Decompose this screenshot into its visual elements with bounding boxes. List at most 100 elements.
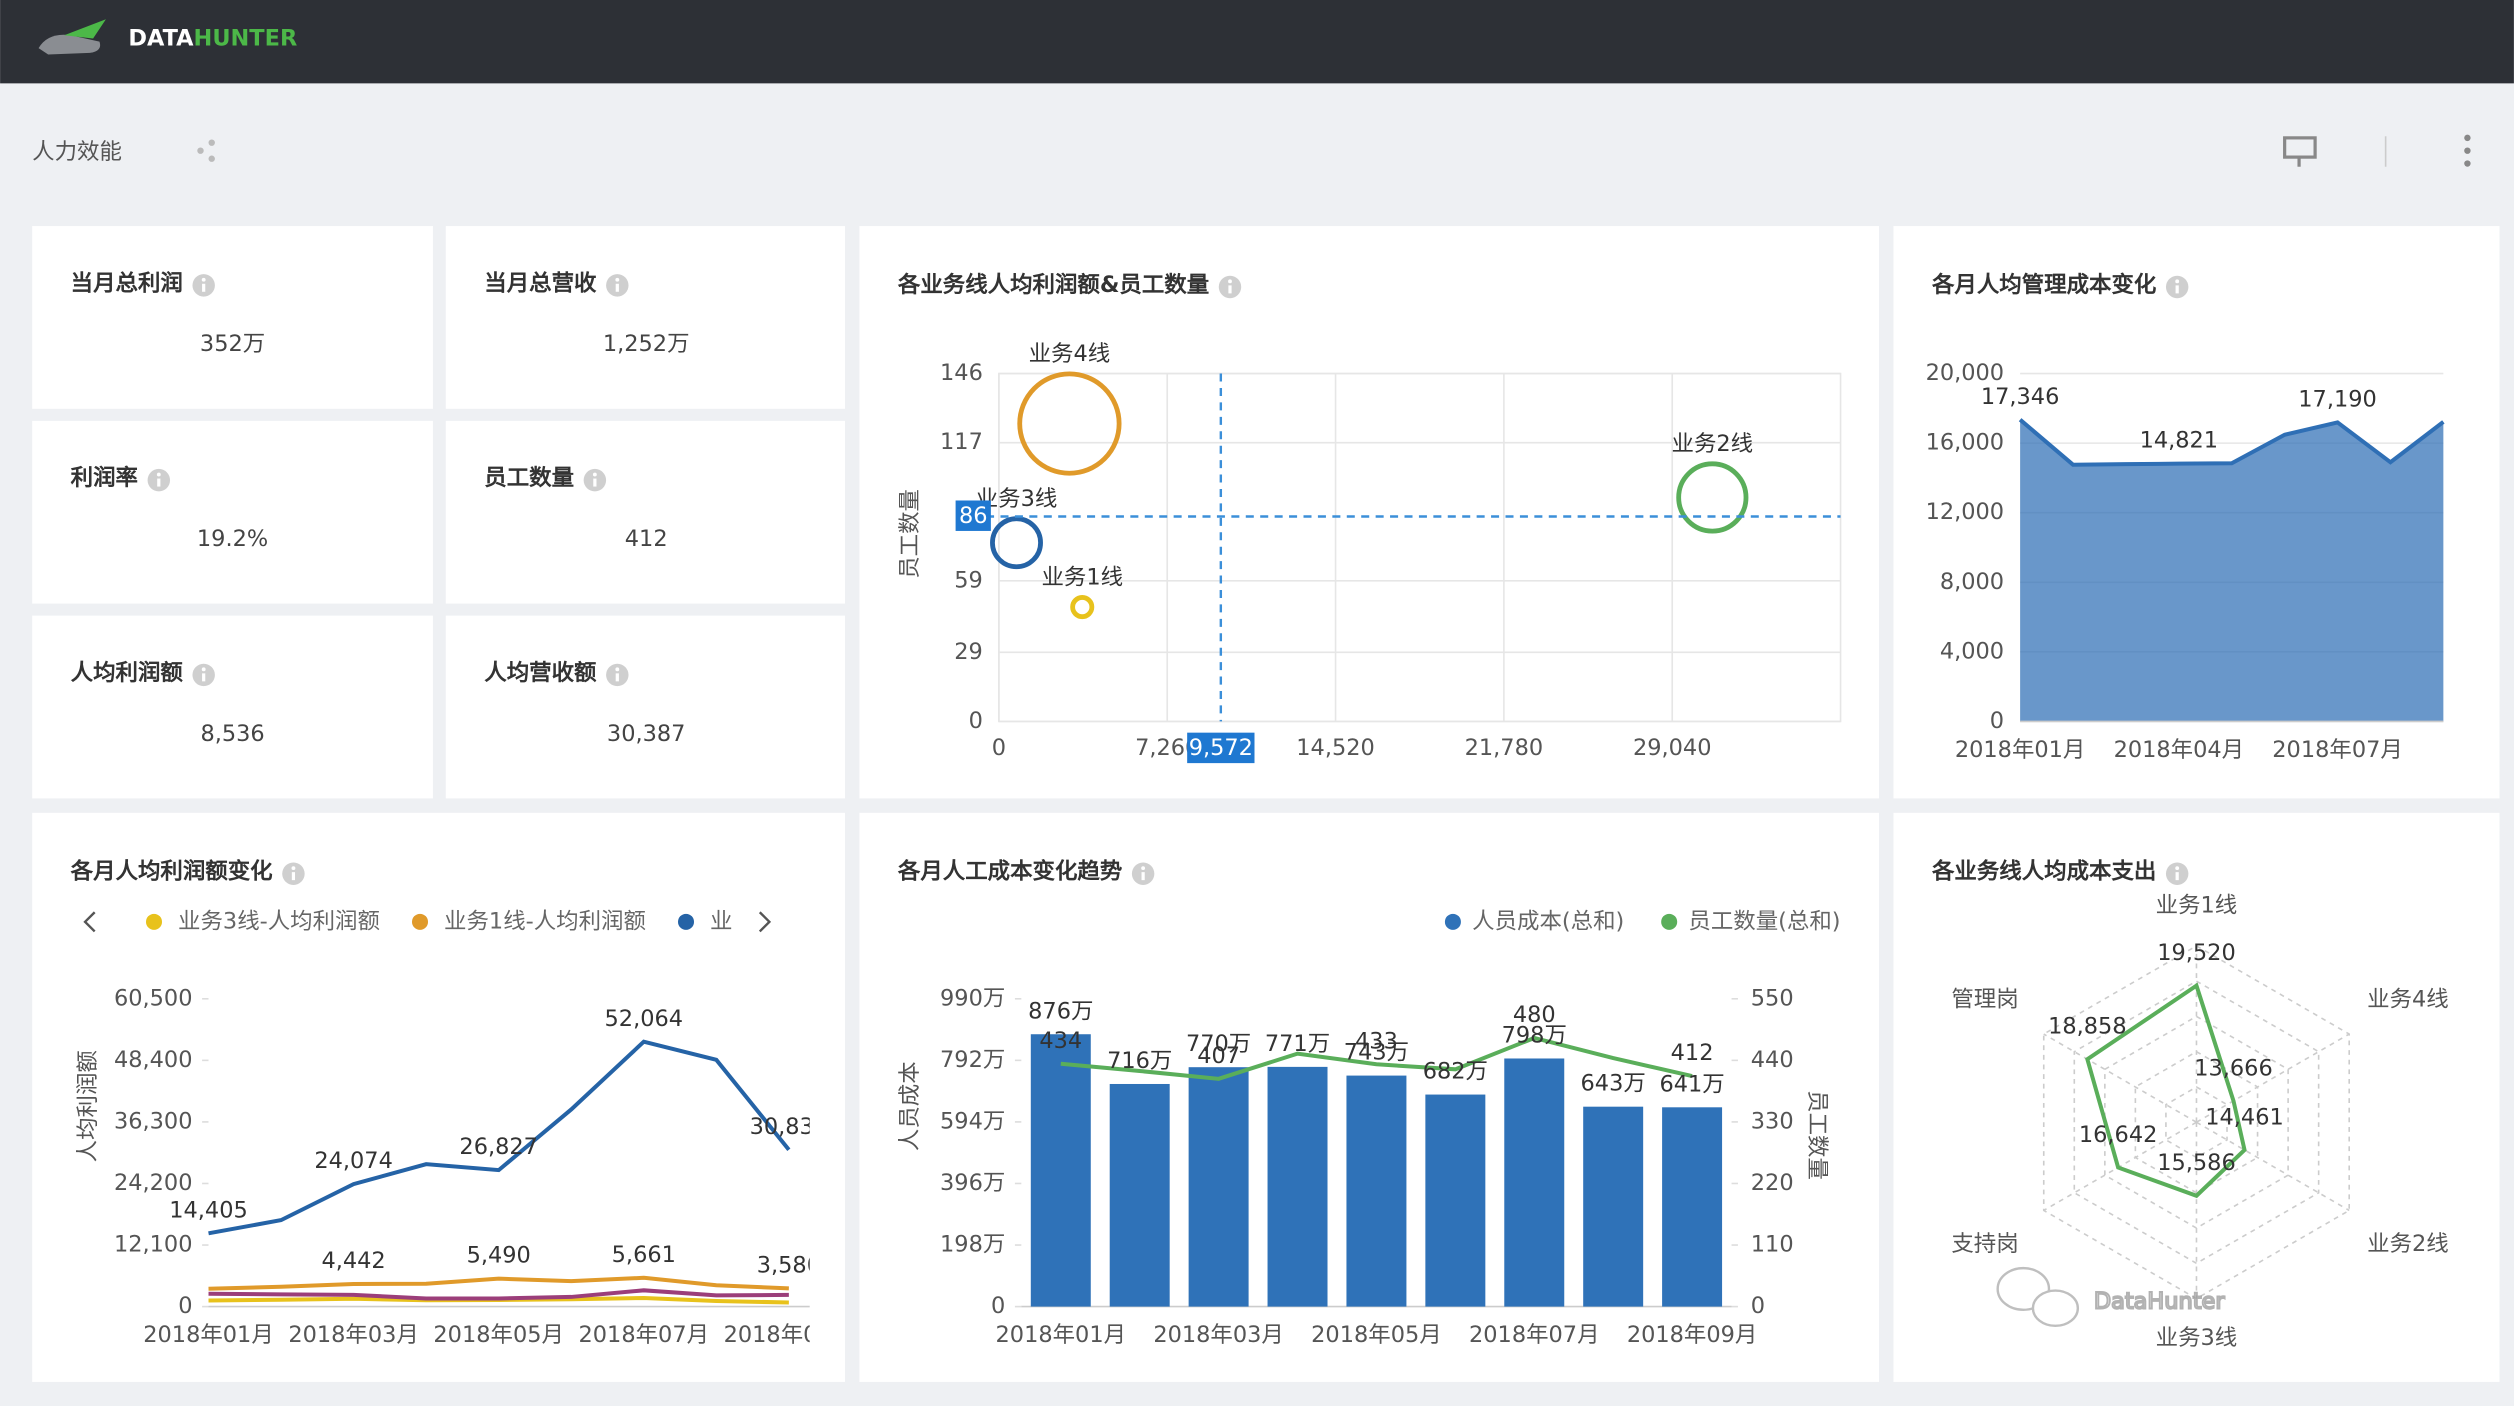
data-label: 5,661 bbox=[612, 1242, 676, 1268]
info-icon-dot bbox=[1228, 279, 1232, 284]
bubble bbox=[1070, 595, 1095, 620]
bar bbox=[1109, 1083, 1170, 1307]
bar bbox=[1425, 1094, 1486, 1307]
logo-hunter[interactable]: HUNTER bbox=[194, 25, 298, 51]
radar-axis-label: 业务3线 bbox=[2156, 1325, 2238, 1351]
y-tick-label: 198万 bbox=[940, 1232, 1005, 1258]
present-icon[interactable] bbox=[2283, 136, 2317, 167]
data-label: 434 bbox=[1039, 1028, 1082, 1054]
info-icon-dot bbox=[156, 472, 161, 477]
card bbox=[32, 226, 433, 409]
data-label: 641万 bbox=[1659, 1071, 1724, 1097]
info-icon-stem bbox=[2175, 872, 2179, 881]
x-tick-label: 0 bbox=[992, 735, 1006, 761]
y-tick-label: 59 bbox=[954, 567, 983, 593]
card-title: 各业务线人均利润额&员工数量 bbox=[897, 271, 1209, 298]
kpi-value: 352万 bbox=[200, 331, 265, 357]
data-label: 798万 bbox=[1502, 1023, 1567, 1049]
y-tick-label: 594万 bbox=[940, 1108, 1005, 1134]
card bbox=[445, 226, 845, 409]
bubble bbox=[1676, 461, 1749, 534]
more-dot[interactable] bbox=[2464, 160, 2471, 167]
info-icon-dot bbox=[1141, 866, 1146, 871]
info-icon bbox=[606, 663, 629, 687]
legend-label: 人员成本(总和) bbox=[1472, 908, 1624, 934]
data-label: 18,858 bbox=[2048, 1014, 2127, 1040]
radar-spoke bbox=[2196, 1121, 2350, 1212]
bar bbox=[1188, 1067, 1249, 1307]
legend-prev[interactable] bbox=[83, 911, 96, 933]
card-title: 当月总营收 bbox=[484, 269, 597, 296]
series-line bbox=[1060, 1035, 1693, 1081]
info-icon bbox=[606, 274, 629, 297]
card-title: 员工数量 bbox=[484, 465, 574, 491]
mark-label-box bbox=[955, 500, 991, 531]
data-label: 16,642 bbox=[2079, 1122, 2158, 1148]
data-label: 3,580 bbox=[757, 1252, 821, 1278]
y-tick-label: 146 bbox=[940, 360, 983, 386]
data-label: 14,405 bbox=[169, 1197, 248, 1223]
info-icon-stem bbox=[202, 673, 206, 682]
logo-icon bbox=[38, 19, 106, 55]
y-tick-label: 0 bbox=[1990, 708, 2004, 734]
card-title: 当月总利润 bbox=[71, 269, 183, 296]
axis-title: 人均利润额 bbox=[75, 1050, 101, 1162]
mark-label: 9,572 bbox=[1189, 735, 1253, 761]
y-tick-label: 0 bbox=[991, 1293, 1005, 1319]
y2-tick-label: 220 bbox=[1751, 1170, 1794, 1196]
data-label: 5,490 bbox=[467, 1243, 531, 1269]
logo-text[interactable]: DATAHUNTER bbox=[128, 25, 297, 51]
page-title: 人力效能 bbox=[32, 139, 122, 165]
radar-spoke bbox=[2196, 1033, 2350, 1123]
y-tick-label: 12,100 bbox=[114, 1232, 193, 1258]
kpi-value: 8,536 bbox=[200, 721, 264, 747]
info-icon-dot bbox=[615, 667, 620, 672]
bubble-label: 业务2线 bbox=[1672, 431, 1754, 457]
x-tick-label: 2018年05月 bbox=[433, 1322, 564, 1348]
data-label: 480 bbox=[1513, 1002, 1556, 1028]
legend-swatch bbox=[411, 913, 429, 930]
area-line bbox=[2018, 418, 2445, 467]
logo-data[interactable]: DATA bbox=[128, 25, 194, 51]
x-tick-label: 2018年03月 bbox=[1153, 1322, 1284, 1348]
radar-ring bbox=[2073, 980, 2320, 1265]
data-label: 17,346 bbox=[1981, 384, 2060, 410]
y-tick-label: 60,500 bbox=[114, 985, 193, 1011]
data-label: 412 bbox=[1671, 1040, 1714, 1066]
bubble-label: 业务4线 bbox=[1029, 341, 1111, 367]
legend-next[interactable] bbox=[758, 911, 772, 933]
card-title: 各月人均利润额变化 bbox=[70, 858, 273, 885]
info-icon bbox=[1131, 862, 1155, 885]
more-dot[interactable] bbox=[2464, 134, 2471, 142]
watermark-bubble bbox=[2031, 1289, 2080, 1328]
card-title: 人均营收额 bbox=[484, 659, 597, 686]
share-dot[interactable] bbox=[197, 147, 204, 154]
legend-label: 业务3线-人均利润额 bbox=[178, 908, 380, 934]
radar-ring bbox=[2165, 1086, 2228, 1159]
info-icon-stem bbox=[1141, 872, 1145, 881]
more-icon[interactable] bbox=[2464, 134, 2471, 167]
card-title: 各月人均管理成本变化 bbox=[1931, 271, 2156, 298]
mark-label-box bbox=[1187, 732, 1255, 764]
radar-spoke bbox=[2043, 1033, 2197, 1123]
more-dot[interactable] bbox=[2464, 147, 2471, 154]
y-tick-label: 396万 bbox=[940, 1170, 1005, 1196]
y-tick-label: 48,400 bbox=[114, 1047, 193, 1073]
card-title: 各业务线人均成本支出 bbox=[1931, 858, 2156, 885]
watermark: DataHunter bbox=[1996, 1266, 2226, 1328]
info-icon-stem bbox=[2175, 285, 2179, 294]
x-tick-label: 14,520 bbox=[1296, 735, 1375, 761]
radar-axis-label: 管理岗 bbox=[1951, 987, 2018, 1013]
share-icon[interactable] bbox=[197, 139, 215, 162]
axis-title: 员工数量 bbox=[897, 489, 923, 579]
share-dot[interactable] bbox=[208, 155, 215, 162]
data-label: 876万 bbox=[1028, 998, 1093, 1024]
data-label: 716万 bbox=[1107, 1048, 1172, 1074]
y-tick-label: 990万 bbox=[940, 985, 1005, 1011]
share-dot[interactable] bbox=[208, 139, 215, 146]
x-tick-label: 29,040 bbox=[1633, 735, 1712, 761]
kpi-value: 412 bbox=[625, 526, 668, 552]
y-tick-label: 792万 bbox=[940, 1047, 1005, 1073]
y-tick-label: 20,000 bbox=[1926, 360, 2005, 386]
kpi-value: 19.2% bbox=[197, 526, 268, 552]
